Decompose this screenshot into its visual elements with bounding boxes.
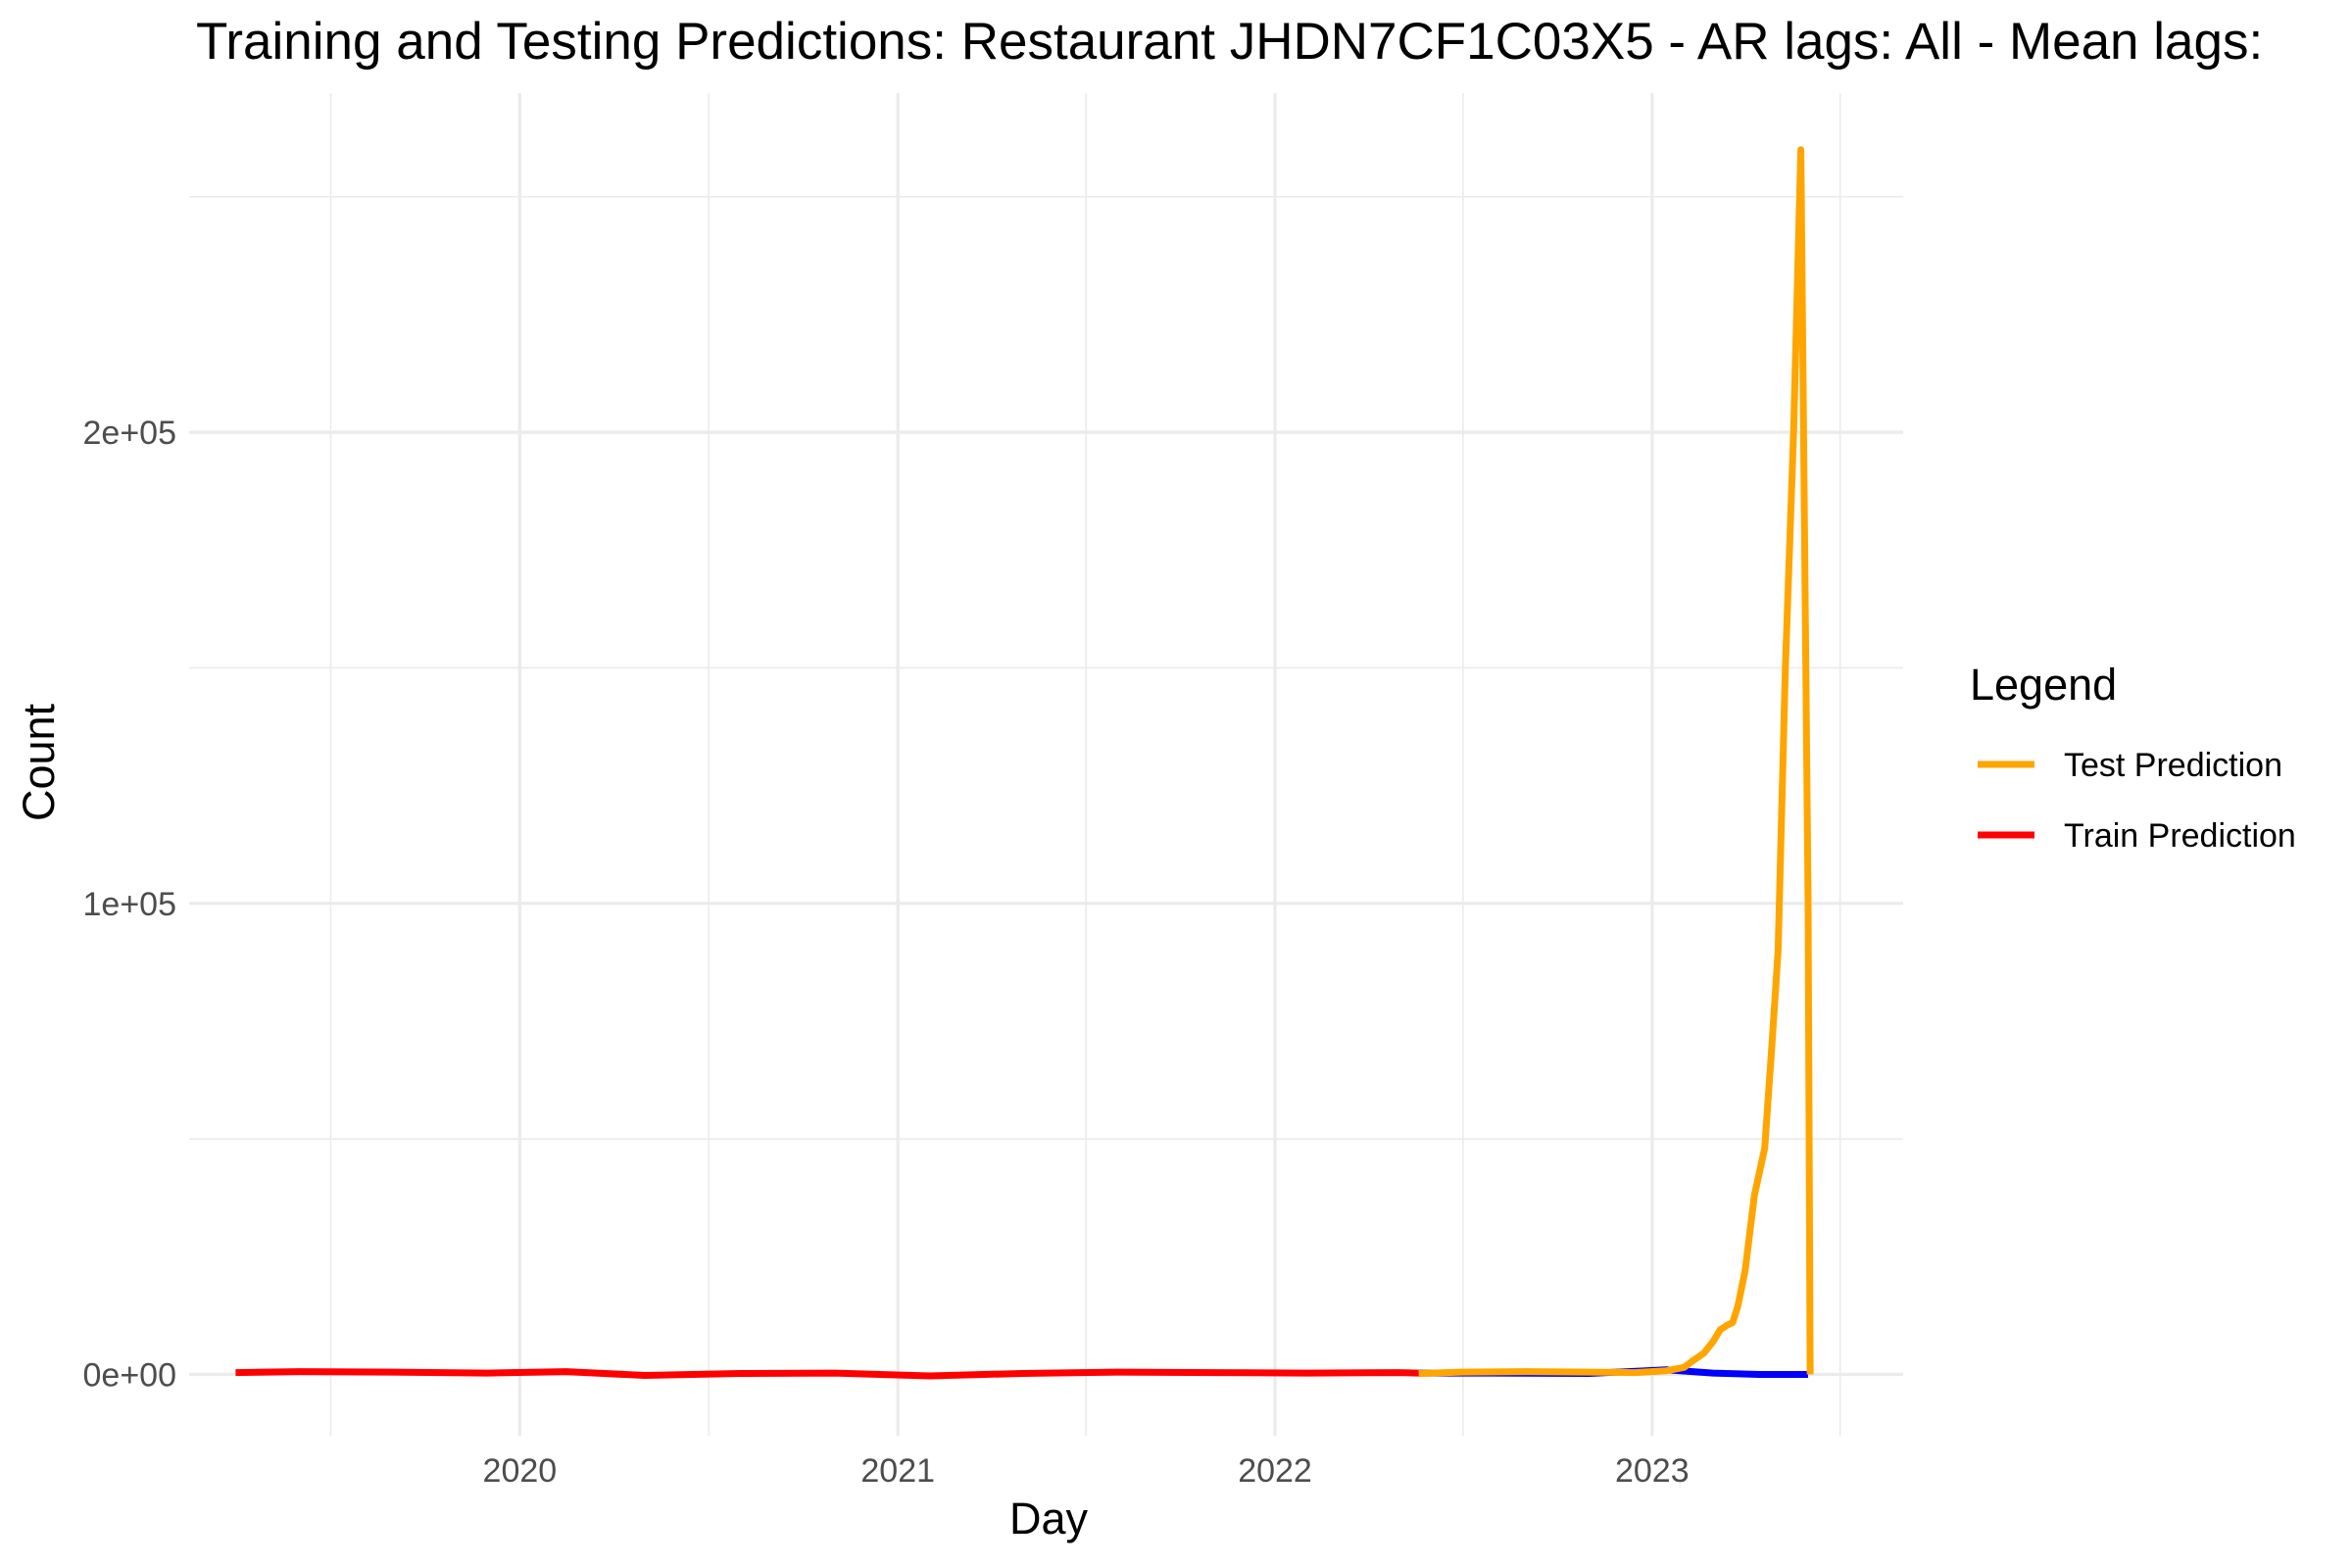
x-tick-label: 2020 bbox=[483, 1452, 558, 1490]
legend: Legend Test Prediction Train Prediction bbox=[1970, 660, 2296, 855]
y-tick-label: 0e+00 bbox=[83, 1357, 177, 1395]
x-axis-label: Day bbox=[1009, 1494, 1089, 1544]
legend-label: Train Prediction bbox=[2064, 817, 2296, 855]
x-tick-label: 2023 bbox=[1615, 1452, 1690, 1490]
series-line-test-prediction bbox=[1418, 146, 1814, 1377]
series-layer bbox=[235, 146, 1814, 1380]
x-tick-label: 2022 bbox=[1238, 1452, 1312, 1490]
series-line-train-prediction bbox=[235, 1368, 1419, 1380]
legend-entries: Test Prediction Train Prediction bbox=[1978, 747, 2296, 855]
y-tick-labels: 0e+00 1e+05 2e+05 bbox=[83, 415, 177, 1394]
y-tick-label: 1e+05 bbox=[83, 886, 177, 923]
y-axis-label: Count bbox=[14, 703, 64, 821]
legend-title: Legend bbox=[1970, 660, 2117, 710]
chart-title: Training and Testing Predictions: Restau… bbox=[196, 13, 2263, 71]
y-tick-label: 2e+05 bbox=[83, 415, 177, 452]
x-tick-labels: 2020 2021 2022 2023 bbox=[483, 1452, 1690, 1490]
grid bbox=[189, 93, 1903, 1436]
x-tick-label: 2021 bbox=[860, 1452, 935, 1490]
legend-label: Test Prediction bbox=[2064, 747, 2282, 784]
